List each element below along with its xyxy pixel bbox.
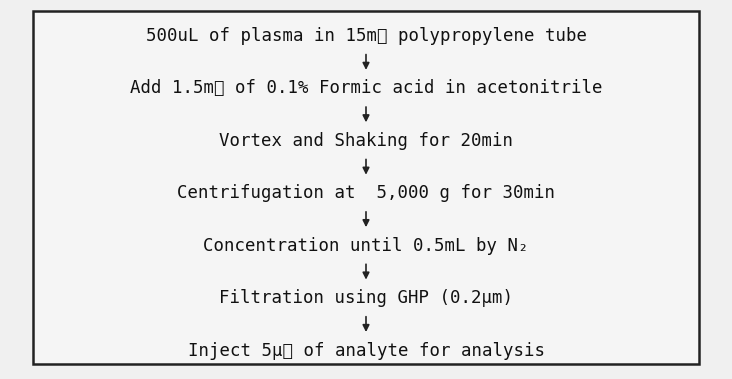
Text: Filtration using GHP (0.2μm): Filtration using GHP (0.2μm) bbox=[219, 289, 513, 307]
FancyBboxPatch shape bbox=[33, 11, 699, 364]
Text: Inject 5μℓ of analyte for analysis: Inject 5μℓ of analyte for analysis bbox=[187, 341, 545, 360]
Text: Centrifugation at  5,000 g for 30min: Centrifugation at 5,000 g for 30min bbox=[177, 184, 555, 202]
Text: 500uL of plasma in 15mℓ polypropylene tube: 500uL of plasma in 15mℓ polypropylene tu… bbox=[146, 27, 586, 45]
Text: Add 1.5mℓ of 0.1% Formic acid in acetonitrile: Add 1.5mℓ of 0.1% Formic acid in acetoni… bbox=[130, 80, 602, 97]
Text: Concentration until 0.5mL by N₂: Concentration until 0.5mL by N₂ bbox=[203, 237, 529, 255]
Text: Vortex and Shaking for 20min: Vortex and Shaking for 20min bbox=[219, 132, 513, 150]
